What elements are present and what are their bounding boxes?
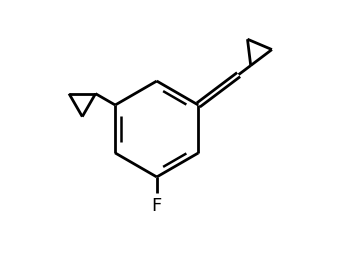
Text: F: F <box>152 197 162 215</box>
